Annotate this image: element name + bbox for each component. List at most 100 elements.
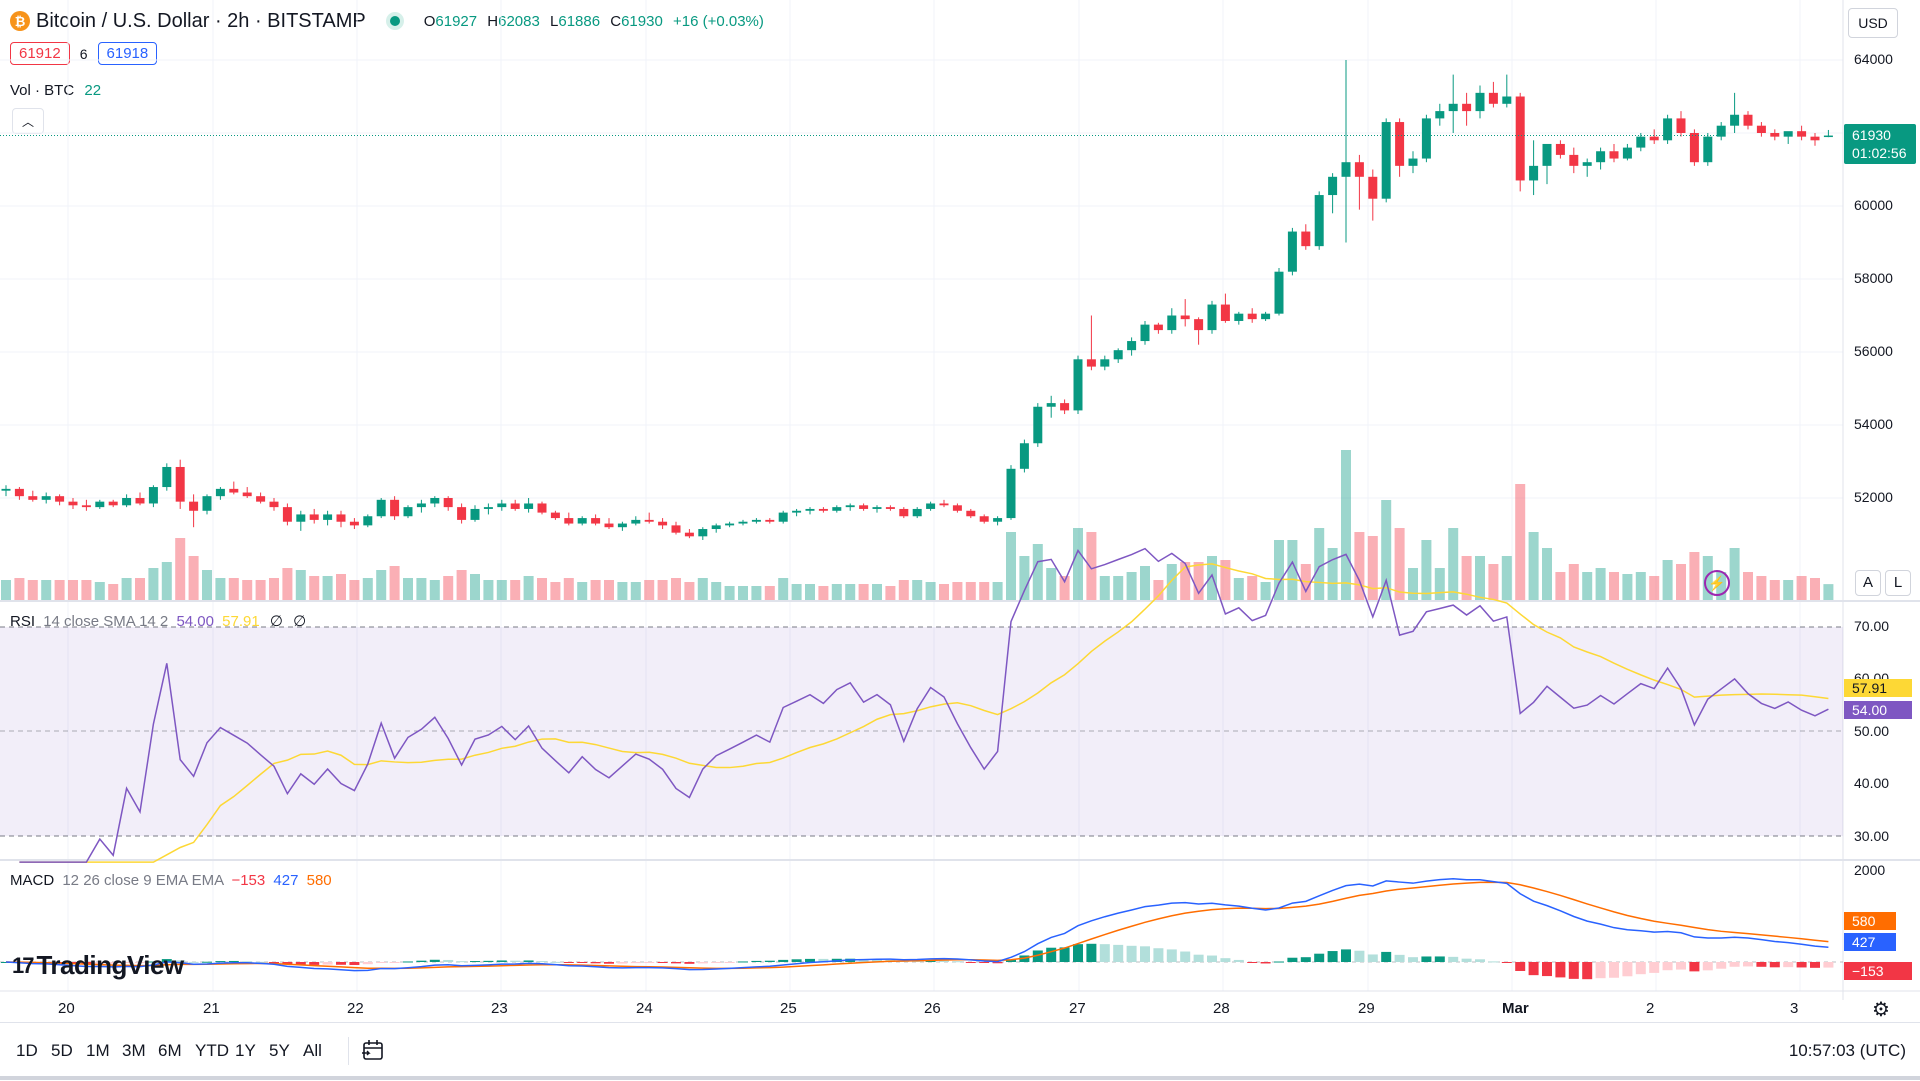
volume-bar <box>1140 566 1150 600</box>
volume-bar <box>1019 556 1030 600</box>
price-axis[interactable]: 64000 62000 60000 58000 56000 54000 5200… <box>1844 0 1920 600</box>
macd-hist-bar <box>148 961 159 963</box>
candle-body <box>430 498 440 504</box>
candle-body <box>698 529 708 537</box>
calendar-goto-icon[interactable] <box>360 1037 386 1063</box>
volume-bar <box>858 584 869 600</box>
volume-bar <box>1073 528 1083 600</box>
candle-body <box>269 501 279 508</box>
market-status-icon[interactable] <box>389 16 400 26</box>
candle-body <box>135 498 145 504</box>
time-axis[interactable]: 20 21 22 23 24 25 26 27 28 29 Mar 2 3 <box>0 992 1843 1022</box>
volume-bar <box>510 580 521 600</box>
price-tick: 56000 <box>1854 343 1893 359</box>
candle-body <box>296 514 306 522</box>
range-1m-button[interactable]: 1M <box>86 1041 110 1060</box>
macd-legend[interactable]: MACD 12 26 close 9 EMA EMA −153 427 580 <box>10 872 332 889</box>
candle-body <box>81 505 91 508</box>
macd-hist-bar <box>1475 959 1485 962</box>
candle-body <box>95 501 105 508</box>
candle-body <box>591 518 601 524</box>
volume-bars <box>1 450 1834 600</box>
ohlc-values: O61927 H62083 L61886 C61930 +16 (+0.03%) <box>423 12 764 30</box>
time-tick: 2 <box>1646 1000 1655 1017</box>
volume-bar <box>188 556 199 600</box>
candle-body <box>1756 125 1766 133</box>
candle-body <box>1274 271 1284 314</box>
volume-bar <box>1461 556 1472 600</box>
volume-bar <box>872 584 882 600</box>
candle-body <box>1488 92 1498 104</box>
range-1d-button[interactable]: 1D <box>16 1041 38 1060</box>
volume-bar <box>1327 548 1338 600</box>
candle-body <box>1555 143 1565 155</box>
currency-select[interactable]: USD <box>1848 8 1898 38</box>
volume-bar <box>1649 576 1660 600</box>
candle-body <box>993 518 1003 522</box>
price-tick: 54000 <box>1854 416 1893 432</box>
macd-hist-bar <box>671 962 681 964</box>
macd-hist-bar <box>1448 956 1459 962</box>
macd-hist-bar <box>1542 962 1552 977</box>
volume-bar <box>135 578 145 600</box>
volume-bar <box>81 580 92 600</box>
macd-hist-bar <box>1743 962 1753 967</box>
utc-clock[interactable]: 10:57:03 (UTC) <box>1788 1041 1906 1060</box>
volume-bar <box>1113 576 1124 600</box>
log-scale-button[interactable]: L <box>1885 570 1911 596</box>
tradingview-logo[interactable]: 17 TradingView <box>12 950 184 980</box>
candle-body <box>1354 162 1364 177</box>
volume-bar <box>1059 576 1070 600</box>
candle-body <box>282 507 292 522</box>
candle-body <box>1113 350 1123 360</box>
macd-tick: 2000 <box>1854 862 1886 878</box>
price-tick: 58000 <box>1854 270 1893 286</box>
macd-hist-bar <box>202 961 212 963</box>
auto-scale-button[interactable]: A <box>1855 570 1881 596</box>
range-5y-button[interactable]: 5Y <box>269 1041 290 1060</box>
macd-hist-bar <box>1006 959 1016 962</box>
candle-body <box>497 503 507 508</box>
range-6m-button[interactable]: 6M <box>158 1041 182 1060</box>
symbol-title[interactable]: Bitcoin / U.S. Dollar · 2h · BITSTAMP <box>36 9 366 32</box>
rsi-legend[interactable]: RSI 14 close SMA 14 2 54.00 57.91 ∅ ∅ <box>10 613 307 630</box>
candle-body <box>617 523 627 528</box>
macd-axis[interactable]: 2000 580 427 −153 <box>1844 862 1920 990</box>
rsi-axis[interactable]: 70.00 60.00 50.00 40.00 30.00 57.91 54.0… <box>1844 610 1920 860</box>
range-ytd-button[interactable]: YTD <box>195 1041 229 1060</box>
candle-body <box>202 496 212 511</box>
candle-body <box>1663 118 1673 141</box>
volume-bar <box>1676 564 1686 600</box>
candle-body <box>644 519 654 522</box>
macd-hist-bar <box>175 960 186 962</box>
main-chart[interactable] <box>0 0 1920 1000</box>
candle-body <box>14 488 24 497</box>
volume-bar <box>563 578 574 600</box>
macd-hist-bar <box>1166 949 1177 962</box>
macd-hist-bar <box>1394 954 1405 962</box>
macd-hist-bar <box>925 960 936 962</box>
macd-hist-bar <box>242 961 253 963</box>
range-all-button[interactable]: All <box>303 1041 322 1060</box>
candle-body <box>1194 319 1204 331</box>
macd-hist-bar <box>1568 962 1579 979</box>
macd-hist-bar <box>483 960 494 962</box>
candle-body <box>1475 92 1485 112</box>
candle-body <box>765 519 775 522</box>
sell-price-button[interactable]: 61912 <box>10 42 70 65</box>
candle-body <box>966 510 976 517</box>
volume-legend[interactable]: Vol · BTC 22 <box>10 82 102 99</box>
macd-hist-bar <box>1086 943 1097 962</box>
buy-price-button[interactable]: 61918 <box>97 42 158 65</box>
candle-body <box>1649 136 1659 141</box>
range-1y-button[interactable]: 1Y <box>235 1041 256 1060</box>
range-3m-button[interactable]: 3M <box>122 1041 146 1060</box>
settings-icon[interactable]: ⚙ <box>1872 999 1890 1021</box>
volume-bar <box>1274 540 1284 600</box>
lightning-icon[interactable]: ⚡ <box>1704 570 1730 596</box>
range-5d-button[interactable]: 5D <box>51 1041 73 1060</box>
last-price-label: 61930 01:02:56 <box>1844 124 1916 164</box>
volume-bar <box>255 580 266 600</box>
volume-bar <box>1354 532 1365 600</box>
macd-hist-bar <box>510 960 521 962</box>
